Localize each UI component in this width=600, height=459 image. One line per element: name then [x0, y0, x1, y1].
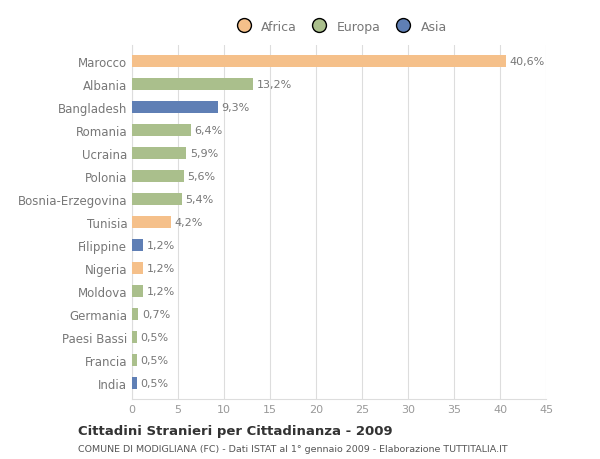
Text: 5,9%: 5,9%	[190, 149, 218, 159]
Text: 9,3%: 9,3%	[221, 103, 250, 113]
Text: Cittadini Stranieri per Cittadinanza - 2009: Cittadini Stranieri per Cittadinanza - 2…	[78, 424, 392, 437]
Legend: Africa, Europa, Asia: Africa, Europa, Asia	[227, 17, 451, 37]
Text: 0,5%: 0,5%	[140, 378, 169, 388]
Text: 4,2%: 4,2%	[175, 218, 203, 228]
Text: 6,4%: 6,4%	[194, 126, 223, 136]
Text: 0,7%: 0,7%	[142, 309, 170, 319]
Bar	[132, 193, 182, 206]
Bar	[132, 354, 137, 367]
Bar	[132, 331, 137, 344]
Text: 1,2%: 1,2%	[147, 263, 175, 274]
Bar	[132, 216, 170, 229]
Text: 1,2%: 1,2%	[147, 241, 175, 251]
Bar	[132, 124, 191, 137]
Bar	[132, 308, 139, 321]
Bar	[132, 377, 137, 390]
Bar	[132, 78, 253, 91]
Bar	[132, 170, 184, 183]
Bar	[132, 285, 143, 298]
Text: 5,6%: 5,6%	[187, 172, 215, 182]
Text: 0,5%: 0,5%	[140, 355, 169, 365]
Text: 5,4%: 5,4%	[185, 195, 214, 205]
Bar	[132, 239, 143, 252]
Bar	[132, 101, 218, 114]
Bar	[132, 56, 506, 68]
Text: 1,2%: 1,2%	[147, 286, 175, 297]
Text: 0,5%: 0,5%	[140, 332, 169, 342]
Text: 40,6%: 40,6%	[509, 57, 544, 67]
Text: 13,2%: 13,2%	[257, 80, 292, 90]
Bar	[132, 262, 143, 275]
Bar	[132, 147, 186, 160]
Text: COMUNE DI MODIGLIANA (FC) - Dati ISTAT al 1° gennaio 2009 - Elaborazione TUTTITA: COMUNE DI MODIGLIANA (FC) - Dati ISTAT a…	[78, 444, 508, 453]
